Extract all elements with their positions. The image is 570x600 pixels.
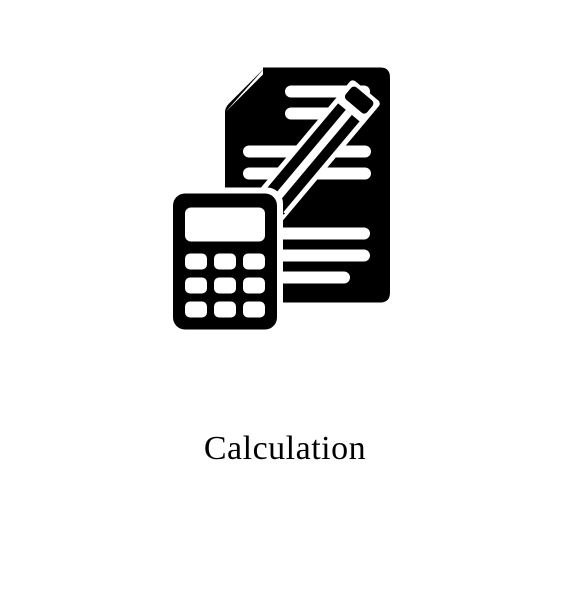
calculation-glyph-icon bbox=[155, 58, 415, 338]
canvas: Calculation bbox=[0, 0, 570, 600]
icon-caption: Calculation bbox=[204, 430, 366, 468]
calculator-icon bbox=[167, 188, 283, 336]
calculation-icon bbox=[155, 58, 415, 343]
